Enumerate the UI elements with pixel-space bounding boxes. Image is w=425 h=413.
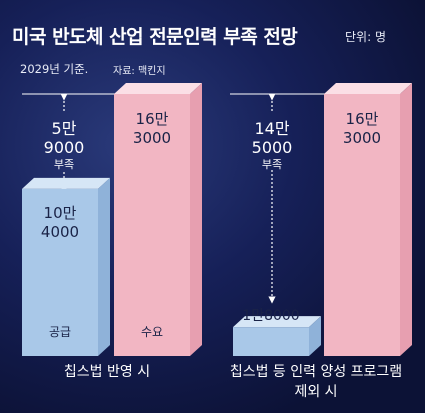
chart-title: 미국 반도체 산업 전문인력 부족 전망	[12, 26, 298, 48]
bar-supply-2	[233, 316, 321, 356]
group-label-2-line2: 제외 시	[294, 384, 337, 400]
value-label-supply-1-line2: 4000	[41, 223, 79, 241]
shortage-label-1-line1: 5만	[52, 119, 77, 138]
value-label-demand-2-line1: 16만	[346, 110, 379, 128]
group-label-1: 칩스법 반영 시	[64, 364, 150, 380]
group-label-2-line1: 칩스법 등 인력 양성 프로그램	[230, 364, 402, 380]
chart-subtitle: 2029년 기준.	[20, 62, 89, 76]
shortage-label-2-line3: 부족	[262, 158, 282, 171]
unit-label: 단위: 명	[345, 30, 386, 44]
shortage-label-1-line2: 9000	[44, 138, 85, 157]
shortage-label-2-line1: 14만	[254, 119, 289, 138]
shortage-label-2-line2: 5000	[252, 138, 293, 157]
bar-demand-2	[324, 83, 412, 356]
value-label-demand-1-line2: 3000	[133, 129, 171, 147]
value-label-demand-1-line1: 16만	[136, 110, 169, 128]
value-label-supply-2: 1만8000	[242, 308, 299, 324]
category-label-supply: 공급	[49, 325, 71, 339]
bar-supply-1	[22, 177, 110, 356]
shortage-label-1-line3: 부족	[54, 158, 74, 171]
category-label-demand: 수요	[141, 325, 163, 339]
value-label-demand-2-line2: 3000	[343, 129, 381, 147]
bar-demand-1	[114, 83, 202, 356]
source-label: 자료: 맥킨지	[113, 66, 166, 77]
value-label-supply-1-line1: 10만	[44, 204, 77, 222]
